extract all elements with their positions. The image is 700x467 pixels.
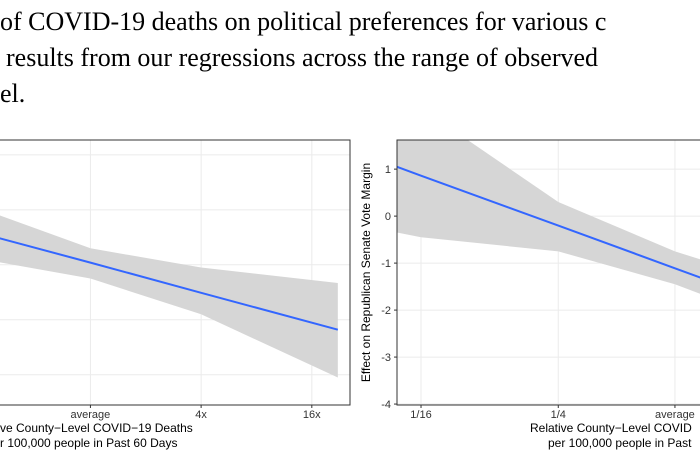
plot-area (397, 140, 700, 294)
x-tick-label: 16x (303, 409, 321, 421)
chart: average 4x 16x ve County−Level COVID−19 Dea… (0, 139, 351, 450)
y-axis-title: Effect on Republican Senate Vote Margin (359, 163, 373, 382)
y-tick-label: -1 (381, 258, 391, 270)
x-tick-label: average (655, 409, 695, 421)
y-tick-label: -4 (381, 399, 391, 411)
x-axis-title: Relative County−Level COVID (530, 421, 692, 435)
x-axis-title: per 100,000 people in Past (548, 436, 692, 450)
confidence-band (397, 140, 700, 294)
panel-border (396, 139, 700, 406)
y-tick-label: -2 (381, 305, 391, 317)
panel-border (0, 139, 351, 406)
x-tick-label: 1/16 (410, 409, 431, 421)
x-axis-title: ve County−Level COVID−19 Deaths (0, 421, 193, 435)
text-line: results from our regressions across the … (6, 43, 598, 72)
confidence-band (0, 215, 338, 378)
text-line: el. (0, 79, 25, 108)
fit-line (0, 237, 339, 331)
x-tick-label: average (71, 409, 111, 421)
x-tick-label: 1/4 (551, 409, 566, 421)
x-axis-title: r 100,000 people in Past 60 Days (0, 436, 177, 450)
y-tick-label: -3 (381, 352, 391, 364)
x-tick-label: 4x (195, 409, 207, 421)
text-line: of COVID-19 deaths on political preferen… (0, 7, 606, 36)
y-tick-label: 1 (385, 164, 391, 176)
y-tick-label: 0 (385, 211, 391, 223)
fit-line (397, 165, 700, 279)
plot-area (0, 215, 339, 378)
